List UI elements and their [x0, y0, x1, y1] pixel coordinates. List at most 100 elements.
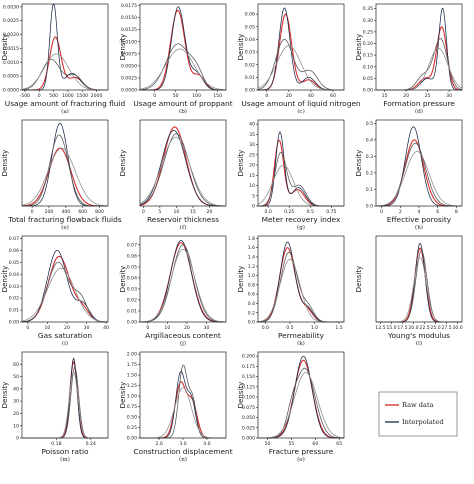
density-curve-interpolated-2 — [376, 250, 462, 323]
x-tick-label: 10 — [173, 209, 179, 215]
density-curve-interpolated-2 — [257, 251, 344, 323]
subplot-caption: (g) — [297, 224, 305, 231]
y-axis-label: Density — [355, 150, 363, 177]
density-curve-interpolated-1 — [376, 242, 462, 323]
y-tick-label: 0.0030 — [3, 4, 19, 10]
density-curve-interpolated-3 — [21, 147, 109, 207]
y-tick-label: 1.75 — [127, 362, 137, 368]
subplot-caption: (k) — [297, 340, 305, 347]
y-tick-label: 0.0050 — [121, 63, 137, 69]
y-tick-label: 0.00 — [9, 320, 19, 326]
y-tick-label: 0.04 — [9, 272, 19, 278]
subplot-caption: (h) — [415, 224, 423, 231]
x-tick-label: 100 — [192, 93, 201, 99]
y-tick-label: 1.2 — [248, 264, 255, 270]
axes-frame — [139, 235, 227, 323]
subplot-n: 2.0 3.0 4.0 0.00 0.25 0.50 0.75 1.00 1.25 1.50 1.7… — [119, 351, 233, 463]
density-curve-raw — [22, 361, 108, 439]
x-tick-label: 0.0 — [262, 325, 269, 331]
density-curve-interpolated-1 — [22, 3, 108, 91]
y-axis-label: Density — [355, 266, 363, 293]
x-tick-label: 20 — [207, 209, 213, 215]
x-tick-label: 10 — [164, 325, 170, 331]
axes-frame — [21, 235, 109, 323]
axes-frame — [257, 119, 345, 207]
y-tick-label: 0.02 — [245, 62, 255, 68]
y-tick-label: 10 — [13, 423, 19, 429]
density-curve-interpolated-1 — [376, 7, 462, 91]
density-curve-raw — [21, 255, 109, 323]
y-tick-label: 0.03 — [9, 284, 19, 290]
x-tick-label: 1000 — [62, 93, 74, 99]
x-axis-label: Usage amount of liquid nitrogen — [241, 99, 361, 108]
density-curve-interpolated-3 — [376, 257, 462, 323]
y-tick-label: 0.01 — [245, 75, 255, 81]
y-tick-label: 0 — [16, 436, 19, 442]
x-tick-label: 65 — [336, 441, 342, 447]
y-tick-label: 0.0005 — [3, 74, 19, 80]
x-axis-label: Construction displacement — [133, 447, 232, 456]
y-tick-label: 0.02 — [127, 298, 137, 304]
density-curve-interpolated-2 — [21, 261, 108, 323]
y-tick-label: 30 — [249, 142, 255, 148]
subplot-caption: (e) — [61, 224, 69, 231]
y-tick-label: 0.4 — [248, 301, 255, 307]
y-tick-label: 0.00 — [245, 88, 255, 94]
subplot-f: 0 5 10 15 20 Density Reservoir thickness(f) — [119, 119, 227, 231]
density-curve-interpolated-2 — [139, 244, 227, 323]
density-curve-interpolated-1 — [257, 241, 344, 323]
subplot-caption: (i) — [62, 340, 68, 347]
subplot-h: 0 2 4 6 8 0.0 0.1 0.2 0.3 0.4 0.5 Density Effective … — [355, 119, 463, 231]
y-axis-label: Density — [237, 266, 245, 293]
y-tick-label: 0.04 — [127, 275, 137, 281]
x-tick-label: 15.0 — [386, 325, 396, 331]
y-axis-label: Density — [1, 382, 9, 409]
y-tick-label: 0.05 — [9, 260, 19, 266]
y-tick-label: 0.75 — [127, 404, 137, 410]
legend-frame — [378, 391, 458, 437]
subplot-g: 0.0 0.25 0.5 0.75 0 5 10 15 20 25 30 35 40 Density Met… — [237, 119, 345, 231]
y-tick-label: 0.100 — [242, 395, 255, 401]
y-tick-label: 1.25 — [127, 383, 137, 389]
y-tick-label: 40 — [13, 386, 19, 392]
y-tick-label: 0.0000 — [121, 88, 137, 94]
x-tick-label: 27.5 — [441, 325, 451, 331]
x-tick-label: 2.0 — [155, 441, 162, 447]
y-axis-label: Density — [355, 34, 363, 61]
y-tick-label: 30 — [13, 399, 19, 405]
y-tick-label: 0.0 — [366, 204, 373, 210]
x-tick-label: 55 — [289, 441, 295, 447]
subplot-c: 0 20 40 60 0.00 0.01 0.02 0.03 0.04 0.05 0.06 Densi… — [237, 3, 361, 115]
x-axis-label: Usage amount of proppant — [133, 99, 232, 108]
density-curve-raw — [257, 247, 344, 323]
subplot-o: 50 55 60 65 0.000 0.025 0.050 0.075 0.100 0.125 0.… — [237, 351, 345, 463]
x-tick-label: 20 — [403, 93, 409, 99]
density-curve-interpolated-3 — [21, 53, 108, 91]
y-tick-label: 0.02 — [9, 296, 19, 302]
x-tick-label: 40 — [308, 93, 314, 99]
axes-frame — [257, 235, 345, 323]
y-tick-label: 0.00 — [127, 436, 137, 442]
x-tick-label: 0 — [26, 325, 29, 331]
x-tick-label: 2 — [399, 209, 402, 215]
axes-frame — [21, 119, 109, 207]
x-tick-label: 60 — [330, 93, 336, 99]
density-curve-interpolated-3 — [257, 372, 345, 439]
x-tick-label: 30 — [446, 93, 452, 99]
y-tick-label: 0.20 — [363, 41, 373, 47]
y-tick-label: 0.07 — [9, 236, 19, 242]
x-tick-label: 0 — [146, 325, 149, 331]
y-axis-label: Density — [119, 382, 127, 409]
x-axis-label: Effective porosity — [387, 215, 452, 224]
subplot-m: 0.18 0.24 0 10 20 30 40 50 60 Density Poisson rati… — [1, 351, 109, 463]
y-tick-label: 0.0015 — [3, 46, 19, 52]
y-tick-label: 50 — [13, 374, 19, 380]
x-axis-label: Gas saturation — [38, 331, 92, 340]
density-curve-raw — [21, 147, 109, 207]
y-tick-label: 0.050 — [242, 415, 255, 421]
subplot-caption: (n) — [179, 456, 187, 463]
density-curve-interpolated-3 — [139, 136, 227, 207]
y-tick-label: 0.175 — [242, 364, 255, 370]
x-tick-label: 150 — [213, 93, 222, 99]
x-axis-label: Usage amount of fracturing fluid — [5, 99, 126, 108]
